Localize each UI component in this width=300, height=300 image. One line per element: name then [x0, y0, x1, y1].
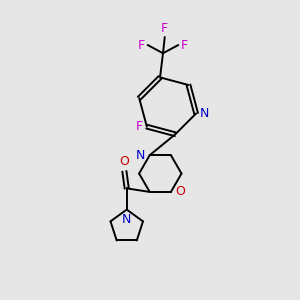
Text: F: F — [136, 120, 143, 133]
Text: O: O — [119, 155, 129, 168]
Text: F: F — [181, 38, 188, 52]
Text: F: F — [138, 38, 145, 52]
Text: N: N — [200, 107, 209, 120]
Text: N: N — [136, 149, 146, 162]
Text: N: N — [122, 212, 131, 226]
Text: O: O — [175, 185, 185, 198]
Text: F: F — [161, 22, 168, 35]
